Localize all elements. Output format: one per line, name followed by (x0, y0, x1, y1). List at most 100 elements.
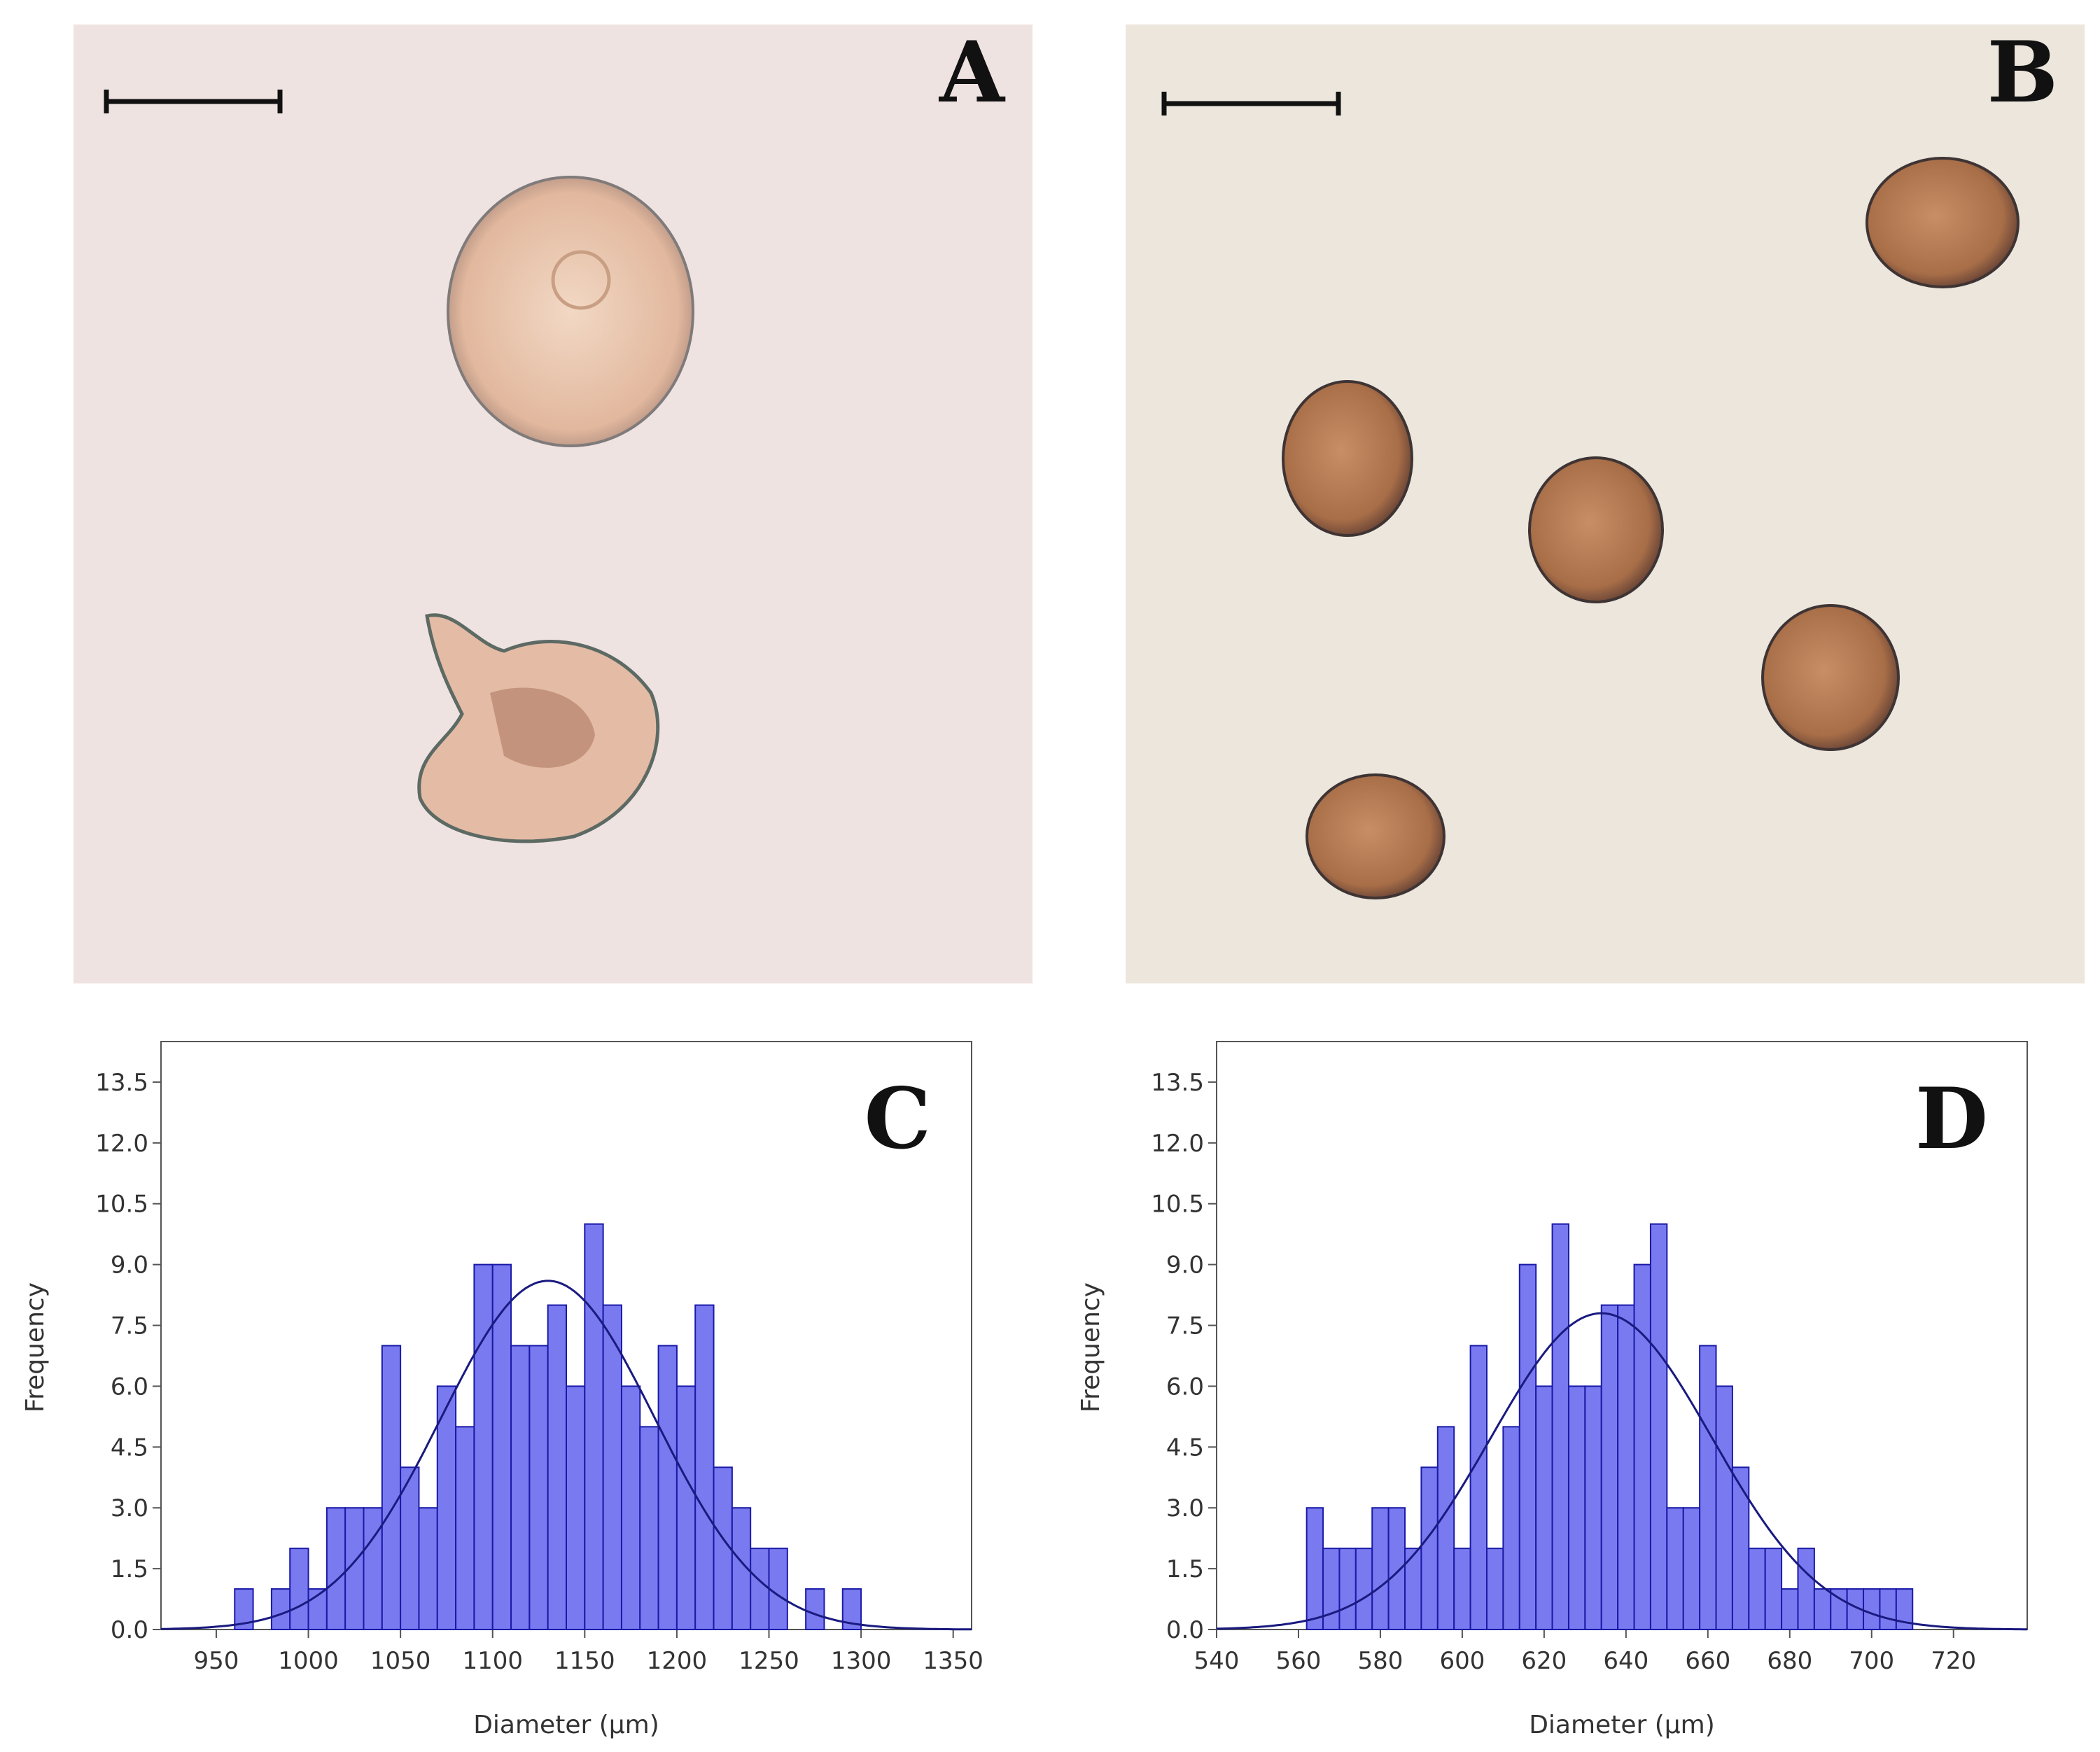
histogram-bar-c-10 (418, 1507, 438, 1630)
bead-b-2 (1282, 380, 1413, 537)
x-tick-label-c-7: 1300 (831, 1647, 892, 1675)
x-tick-label-d-1: 560 (1276, 1647, 1322, 1675)
histogram-bar-d-31 (1813, 1588, 1832, 1630)
histogram-bar-d-16 (1567, 1385, 1586, 1631)
histogram-bar-c-15 (510, 1345, 531, 1631)
bars-c (234, 1223, 862, 1631)
y-tick-label-c-4: 6.0 (111, 1373, 148, 1401)
histogram-bar-d-26 (1731, 1466, 1750, 1631)
histogram-bar-d-7 (1420, 1466, 1438, 1631)
histogram-bar-c-7 (363, 1507, 383, 1630)
histogram-bar-c-14 (491, 1263, 512, 1631)
histogram-bar-c-12 (455, 1426, 475, 1631)
y-axis-d: 0.0 1.5 3.0 4.5 6.0 7.5 9.0 10.5 12.0 13.5 (1151, 1069, 1217, 1644)
histogram-bar-d-17 (1584, 1385, 1602, 1631)
y-tick-label-d-0: 0.0 (1166, 1616, 1204, 1644)
x-tick-label-d-6: 660 (1685, 1647, 1730, 1675)
histogram-bar-c-11 (436, 1385, 457, 1631)
y-tick-label-d-2: 3.0 (1166, 1494, 1204, 1522)
x-tick-label-d-0: 540 (1194, 1647, 1240, 1675)
histogram-bar-d-1 (1322, 1548, 1340, 1631)
histogram-bar-d-28 (1764, 1548, 1783, 1631)
histogram-bar-d-36 (1895, 1588, 1914, 1630)
histogram-bar-d-21 (1649, 1223, 1668, 1631)
bead-b-3 (1528, 456, 1664, 603)
histogram-bar-c-5 (326, 1507, 346, 1630)
histogram-bar-c-17 (547, 1304, 568, 1631)
histogram-bar-c-28 (750, 1548, 770, 1631)
histogram-bar-d-0 (1306, 1507, 1324, 1630)
y-axis-title-d: Frequency (1077, 1282, 1105, 1413)
panel-letter-d: D (1915, 1070, 1988, 1168)
histogram-bar-d-23 (1682, 1507, 1701, 1630)
y-tick-label-c-9: 13.5 (95, 1069, 148, 1097)
y-tick-label-d-1: 1.5 (1166, 1555, 1204, 1583)
y-tick-label-d-8: 12.0 (1151, 1130, 1204, 1158)
histogram-bar-d-19 (1617, 1304, 1635, 1631)
histogram-bar-d-24 (1699, 1345, 1717, 1631)
y-axis-c: 0.0 1.5 3.0 4.5 6.0 7.5 9.0 10.5 12.0 13.5 (95, 1069, 161, 1644)
histogram-bar-d-25 (1715, 1385, 1733, 1631)
x-tick-label-c-4: 1150 (554, 1647, 615, 1675)
y-tick-label-d-9: 13.5 (1151, 1069, 1204, 1097)
fit-curve-c (160, 1280, 972, 1631)
histogram-bar-c-3 (289, 1548, 309, 1631)
histogram-c: 0.0 1.5 3.0 4.5 6.0 7.5 9.0 10.5 12.0 13.5 950 100… (21, 1041, 983, 1739)
x-tick-label-d-7: 680 (1767, 1647, 1812, 1675)
histogram-bar-d-15 (1551, 1223, 1569, 1631)
photo-panel-a: A (74, 23, 1032, 983)
histogram-bar-d-18 (1600, 1304, 1619, 1631)
histogram-bar-d-14 (1535, 1385, 1553, 1631)
y-tick-label-c-8: 12.0 (95, 1130, 148, 1158)
histogram-bar-d-13 (1518, 1263, 1537, 1631)
histogram-bar-d-4 (1371, 1507, 1390, 1630)
bead-b-1 (1865, 157, 2019, 288)
histogram-bar-d-8 (1436, 1426, 1455, 1631)
x-tick-label-d-9: 720 (1931, 1647, 1976, 1675)
histogram-bar-d-34 (1863, 1588, 1881, 1630)
y-tick-label-d-3: 4.5 (1166, 1434, 1204, 1462)
histogram-bar-c-21 (620, 1385, 641, 1631)
histogram-bar-c-31 (805, 1588, 825, 1630)
histogram-bar-d-5 (1387, 1507, 1406, 1630)
histogram-bar-c-2 (270, 1588, 291, 1630)
y-tick-label-d-4: 6.0 (1166, 1373, 1204, 1401)
histogram-bar-d-20 (1633, 1263, 1651, 1631)
photo-panel-b: B (1126, 23, 2085, 983)
fit-curve-d (1216, 1312, 2027, 1631)
histogram-bar-c-29 (768, 1548, 788, 1631)
y-tick-label-c-5: 7.5 (111, 1312, 148, 1340)
x-tick-label-d-4: 620 (1521, 1647, 1567, 1675)
bead-intact-a (447, 176, 694, 447)
histogram-bar-d-3 (1354, 1548, 1373, 1631)
bead-broken-core-a (490, 687, 595, 768)
x-tick-label-c-5: 1200 (647, 1647, 708, 1675)
y-axis-title-c: Frequency (21, 1282, 50, 1413)
y-tick-label-d-7: 10.5 (1151, 1191, 1204, 1219)
panel-letter-c: C (864, 1070, 931, 1168)
histogram-bar-c-19 (584, 1223, 604, 1631)
scale-bar-a (104, 90, 283, 113)
x-tick-label-d-8: 700 (1849, 1647, 1894, 1675)
histogram-bar-d-35 (1879, 1588, 1897, 1630)
panel-letter-b: B (1987, 23, 2058, 122)
x-tick-label-c-2: 1050 (370, 1647, 431, 1675)
histogram-bar-d-29 (1781, 1588, 1799, 1630)
x-tick-label-d-2: 580 (1357, 1647, 1403, 1675)
panel-letter-a: A (939, 23, 1006, 122)
y-tick-label-d-5: 7.5 (1166, 1312, 1204, 1340)
x-tick-label-c-0: 950 (194, 1647, 239, 1675)
x-tick-label-c-1: 1000 (278, 1647, 339, 1675)
x-tick-label-c-8: 1350 (923, 1647, 983, 1675)
histogram-bar-d-11 (1486, 1548, 1504, 1631)
histogram-bar-c-18 (566, 1385, 586, 1631)
histogram-bar-d-10 (1469, 1345, 1488, 1631)
histogram-bar-c-25 (694, 1304, 715, 1631)
bead-b-4 (1761, 604, 1900, 751)
histogram-bar-c-20 (602, 1304, 622, 1631)
histogram-bar-d-30 (1797, 1548, 1815, 1631)
histogram-bar-c-24 (676, 1385, 696, 1631)
histogram-bar-d-9 (1453, 1548, 1471, 1631)
x-tick-label-d-5: 640 (1603, 1647, 1648, 1675)
histogram-bar-c-22 (639, 1426, 659, 1631)
